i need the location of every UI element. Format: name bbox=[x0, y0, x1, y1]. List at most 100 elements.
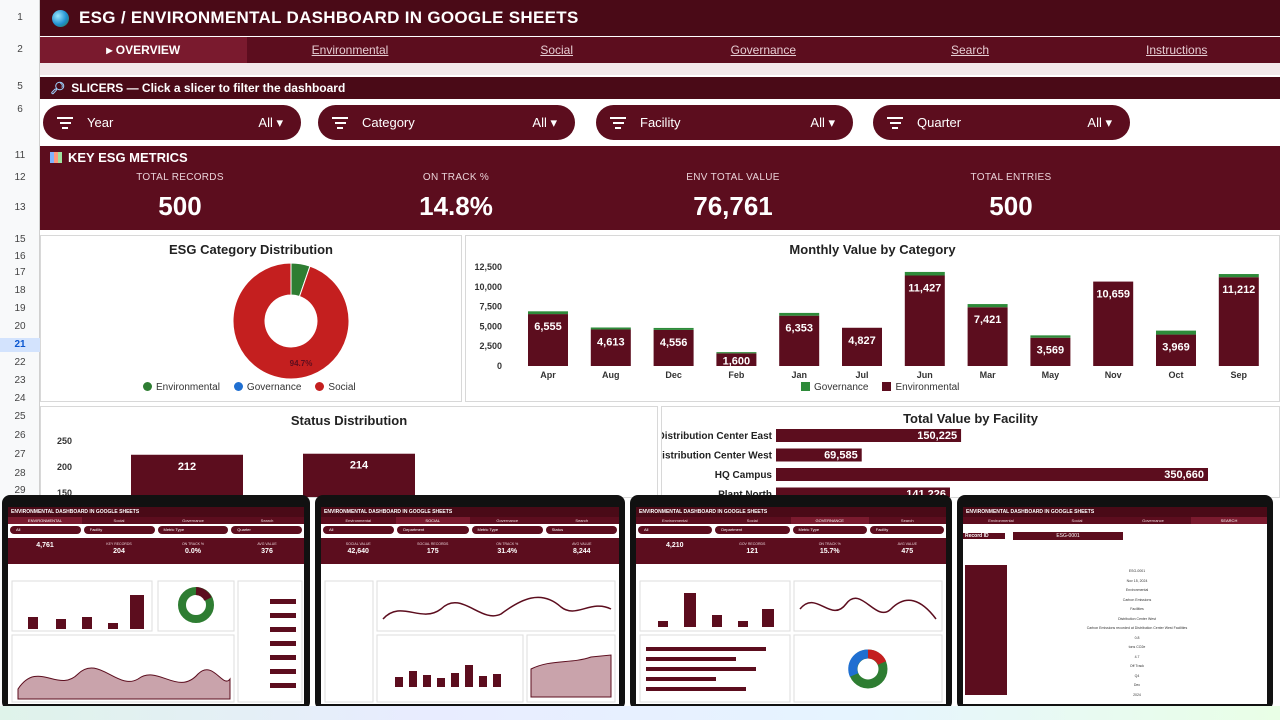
filter-icon bbox=[887, 114, 903, 132]
row-number[interactable]: 15 bbox=[14, 234, 26, 245]
slicer-quarter[interactable]: Quarter All ▾ bbox=[873, 105, 1130, 140]
pie-slice-label: 94.7% bbox=[290, 359, 313, 368]
row-number[interactable]: 29 bbox=[14, 485, 26, 496]
slicer-label: Category bbox=[362, 115, 415, 130]
mini-field-value: Carbon Emissions bbox=[1122, 597, 1152, 602]
slicer-value[interactable]: All ▾ bbox=[810, 114, 835, 130]
slicer-value[interactable]: All ▾ bbox=[258, 114, 283, 130]
facility-bar bbox=[776, 487, 950, 497]
row-number[interactable]: 19 bbox=[14, 303, 26, 314]
bar-governance bbox=[904, 271, 945, 276]
slicer-value[interactable]: All ▾ bbox=[532, 114, 557, 130]
row-number[interactable]: 13 bbox=[14, 202, 26, 213]
device-preview-search: ENVIRONMENTAL DASHBOARD IN GOOGLE SHEETS… bbox=[957, 495, 1273, 710]
tab-governance[interactable]: Governance bbox=[730, 43, 797, 57]
dashboard-title: ESG / ENVIRONMENTAL DASHBOARD IN GOOGLE … bbox=[79, 8, 579, 27]
kpi-value: 500 bbox=[989, 191, 1033, 221]
kpi-total-records: TOTAL RECORDS 500 bbox=[40, 172, 320, 222]
mini-title: ENVIRONMENTAL DASHBOARD IN GOOGLE SHEETS bbox=[8, 507, 304, 517]
slicer-facility[interactable]: Facility All ▾ bbox=[596, 105, 853, 140]
bar-governance bbox=[716, 352, 757, 354]
x-tick-label: Jul bbox=[855, 370, 868, 380]
row-number[interactable]: 12 bbox=[14, 172, 26, 183]
bar-chart-icon bbox=[50, 152, 62, 163]
pie-chart: 94.7% bbox=[232, 262, 350, 380]
mini-charts bbox=[11, 580, 303, 703]
slicer-year[interactable]: Year All ▾ bbox=[43, 105, 301, 140]
bar-environmental bbox=[1156, 334, 1196, 366]
row-number[interactable] bbox=[0, 121, 40, 135]
tab-overview[interactable]: ▸ OVERVIEW bbox=[40, 37, 247, 63]
bar-value-label: 212 bbox=[178, 461, 196, 473]
row-number[interactable]: 2 bbox=[17, 44, 23, 55]
x-tick-label: Dec bbox=[665, 370, 682, 380]
row-number[interactable]: 5 bbox=[17, 81, 23, 92]
tab-instructions[interactable]: Instructions bbox=[1146, 43, 1208, 57]
row-number[interactable]: 11 bbox=[14, 150, 26, 161]
tab-search[interactable]: Search bbox=[951, 43, 990, 57]
legend-item: Environmental bbox=[143, 382, 220, 393]
mini-record-label: Record ID bbox=[963, 533, 1005, 539]
mini-nav: Environmental Social Governance SEARCH bbox=[963, 517, 1267, 524]
row-number[interactable]: 28 bbox=[14, 468, 26, 479]
x-tick-label: May bbox=[1042, 370, 1060, 380]
kpi-label: TOTAL ENTRIES bbox=[970, 172, 1052, 183]
row-number[interactable]: 21 bbox=[0, 338, 40, 352]
row-number[interactable]: 16 bbox=[14, 251, 26, 262]
bar-value-label: 10,659 bbox=[1096, 289, 1130, 301]
slicer-value[interactable]: All ▾ bbox=[1087, 114, 1112, 130]
mini-kpis: SOCIAL VALUE 42,640 SOCIAL RECORDS 175 ON … bbox=[321, 538, 619, 564]
filter-icon bbox=[332, 114, 348, 132]
bar-governance bbox=[1218, 274, 1259, 278]
bar-environmental bbox=[653, 329, 694, 366]
bar-value-label: 3,969 bbox=[1162, 342, 1190, 354]
mini-nav: Environmental Social GOVERNANCE Search bbox=[636, 517, 946, 524]
mini-field-value: 0.8 bbox=[1134, 635, 1140, 640]
row-number[interactable]: 17 bbox=[14, 267, 26, 278]
bar-environmental bbox=[590, 329, 631, 366]
mini-field-value: Environmental bbox=[1125, 588, 1149, 592]
bar-environmental bbox=[779, 315, 820, 366]
row-number[interactable]: 25 bbox=[14, 411, 26, 422]
row-number[interactable]: 20 bbox=[14, 321, 26, 332]
bar-value-label: 1,600 bbox=[723, 355, 751, 367]
status-bar bbox=[303, 453, 415, 497]
kpi-value: 14.8% bbox=[419, 191, 493, 221]
mini-field-value: Nov 15, 2024 bbox=[1126, 578, 1148, 583]
row-number[interactable]: 1 bbox=[17, 12, 23, 23]
device-preview-governance: ENVIRONMENTAL DASHBOARD IN GOOGLE SHEETS… bbox=[630, 495, 952, 710]
mini-kpis: 4,761 KEY RECORDS 204 ON TRACK % 0.0% AVG … bbox=[8, 538, 304, 564]
row-number[interactable]: 6 bbox=[17, 104, 23, 115]
tab-social[interactable]: Social bbox=[540, 43, 574, 57]
row-number[interactable] bbox=[0, 65, 40, 79]
y-category-label: Plant North bbox=[718, 490, 772, 498]
device-preview-environmental: ENVIRONMENTAL DASHBOARD IN GOOGLE SHEETS… bbox=[2, 495, 310, 710]
monthly-value-card: Monthly Value by Category 0 2,500 5,000 7,5… bbox=[465, 235, 1280, 402]
bar-governance bbox=[967, 304, 1008, 308]
slicer-category[interactable]: Category All ▾ bbox=[318, 105, 575, 140]
slicers-header: 🔎︎ SLICERS — Click a slicer to filter the… bbox=[40, 77, 1280, 99]
bar-environmental bbox=[1030, 337, 1071, 366]
y-category-label: HQ Campus bbox=[715, 470, 773, 481]
device-preview-social: ENVIRONMENTAL DASHBOARD IN GOOGLE SHEETS… bbox=[315, 495, 625, 710]
mini-field-value: Dec bbox=[1133, 683, 1141, 687]
mini-charts bbox=[324, 580, 616, 703]
tab-environmental[interactable]: Environmental bbox=[311, 43, 389, 57]
row-number[interactable]: 27 bbox=[14, 449, 26, 460]
x-tick-label: Jun bbox=[917, 370, 933, 380]
legend-item: Governance bbox=[233, 382, 301, 393]
mini-slicers: All Facility Metric Type Quarter bbox=[8, 524, 304, 536]
x-tick-label: Oct bbox=[1168, 370, 1183, 380]
metrics-header-text: KEY ESG METRICS bbox=[68, 150, 188, 165]
pie-legend: Environmental Governance Social bbox=[143, 382, 356, 393]
row-number[interactable]: 22 bbox=[14, 357, 26, 368]
row-number[interactable]: 26 bbox=[14, 430, 26, 441]
kpi-label: ON TRACK % bbox=[422, 172, 490, 183]
row-number[interactable]: 18 bbox=[14, 285, 26, 296]
kpi-value: 500 bbox=[158, 191, 202, 221]
device-screen: ENVIRONMENTAL DASHBOARD IN GOOGLE SHEETS… bbox=[321, 507, 619, 704]
row-number[interactable]: 23 bbox=[14, 375, 26, 386]
mini-record-value[interactable]: ESG-0001 bbox=[1013, 532, 1123, 540]
kpi-env-total-value: ENV TOTAL VALUE 76,761 bbox=[593, 172, 873, 222]
row-number[interactable]: 24 bbox=[14, 393, 26, 404]
